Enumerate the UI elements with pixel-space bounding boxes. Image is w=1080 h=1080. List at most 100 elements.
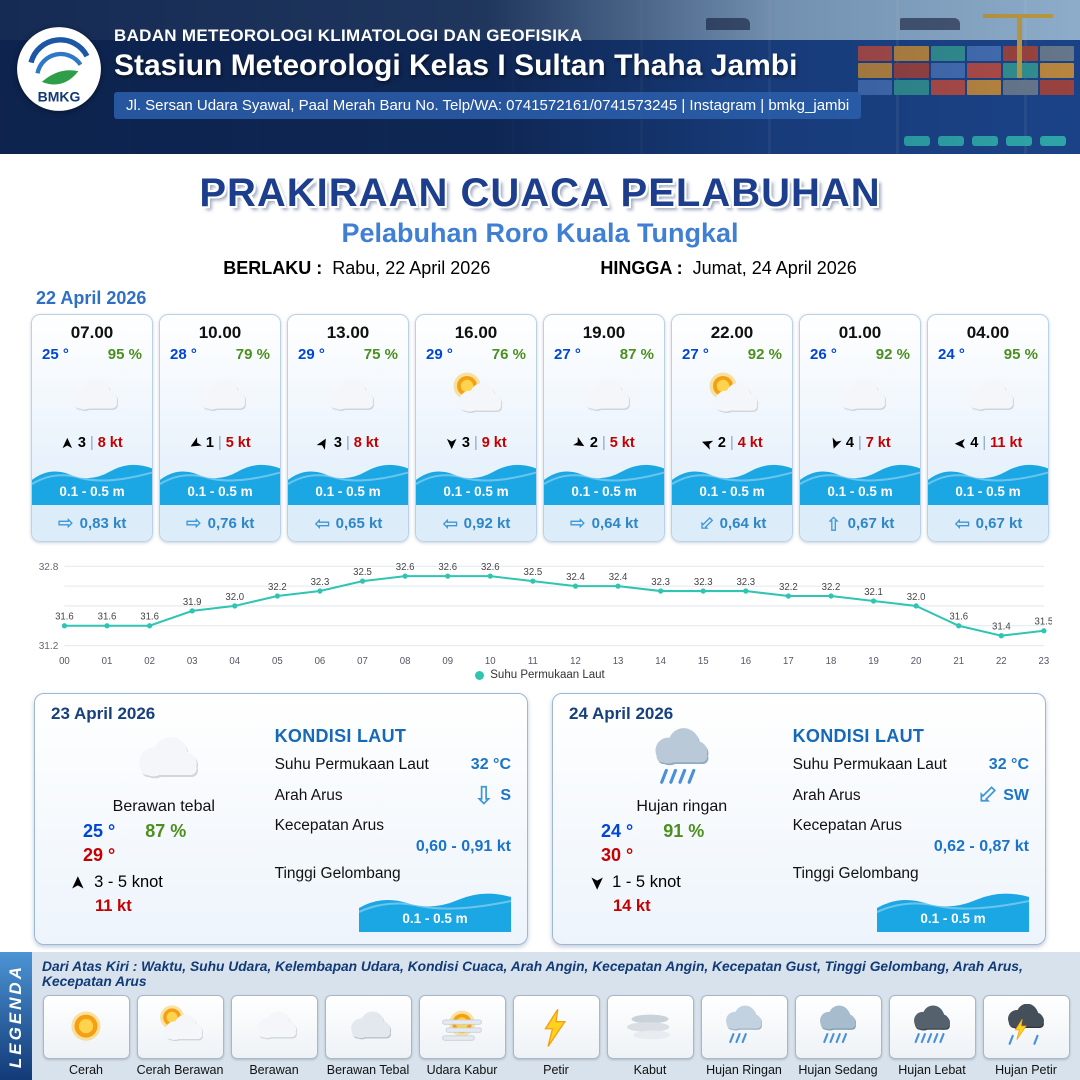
wave-height-band: 0.1 - 0.5 m — [416, 459, 536, 505]
wave-height: 0.1 - 0.5 m — [402, 911, 468, 926]
current-direction-icon: ⇨ — [441, 512, 458, 535]
legend-icon-box — [700, 995, 788, 1059]
svg-text:16: 16 — [740, 656, 751, 667]
card-humidity: 79 % — [235, 346, 270, 363]
wind-gust: 4 — [970, 435, 979, 451]
legend-item: Cerah Berawan — [136, 995, 224, 1077]
current-direction-icon: ⇨ — [185, 511, 202, 534]
legend-section: LEGENDA Dari Atas Kiri : Waktu, Suhu Uda… — [0, 952, 1080, 1080]
legend-label: Hujan Lebat — [898, 1063, 966, 1077]
lightning-icon — [544, 1008, 567, 1047]
legend-icon-box — [324, 995, 412, 1059]
legend-label: Cerah — [68, 1063, 104, 1077]
svg-text:32.3: 32.3 — [651, 577, 670, 588]
chart-legend-label: Suhu Permukaan Laut — [490, 669, 605, 681]
day-wind-range: 3 - 5 knot — [94, 873, 163, 891]
cloud-icon — [969, 379, 1014, 411]
card-current-row: ⇨ 0,83 kt — [32, 505, 152, 541]
card-wind-row: ➤ 3 | 8 kt — [32, 431, 152, 455]
wave-height-band: 0.1 - 0.5 m — [928, 459, 1048, 505]
legend-label: Kabut — [633, 1063, 667, 1077]
svg-text:31.9: 31.9 — [183, 597, 202, 608]
current-direction-icon: ⇨ — [822, 515, 845, 531]
valid-from-date: Rabu, 22 April 2026 — [332, 258, 491, 278]
wind-direction-icon: ➤ — [586, 874, 608, 891]
wave-height: 0.1 - 0.5 m — [571, 484, 637, 499]
svg-text:17: 17 — [783, 656, 794, 667]
card-temperature: 27 ° — [554, 346, 581, 363]
svg-text:32.2: 32.2 — [822, 582, 841, 593]
card-current-row: ⇨ 0,67 kt — [928, 505, 1048, 541]
card-temperature: 24 ° — [938, 346, 965, 363]
cloud-icon — [257, 1011, 297, 1040]
legend-label: Berawan — [249, 1063, 299, 1077]
day-weather-icon — [117, 726, 211, 796]
valid-to-date: Jumat, 24 April 2026 — [692, 258, 857, 278]
card-wind-row: ➤ 1 | 5 kt — [160, 431, 280, 455]
title-block: PRAKIRAAN CUACA PELABUHAN Pelabuhan Roro… — [0, 158, 1080, 279]
legend-icon-box — [512, 995, 600, 1059]
wind-speed: 5 kt — [609, 435, 635, 451]
hourly-card: 13.00 29 ° 75 % ➤ 3 | 8 kt 0.1 - 0.5 m ⇨… — [287, 314, 409, 542]
legend-item: Udara Kabur — [418, 995, 506, 1077]
cloud-icon — [73, 379, 118, 411]
svg-text:21: 21 — [953, 656, 964, 667]
svg-text:04: 04 — [229, 656, 240, 667]
svg-text:31.2: 31.2 — [39, 641, 59, 652]
legend-item: Cerah — [42, 995, 130, 1077]
current-direction-label: Arah Arus — [274, 786, 343, 804]
hourly-card: 01.00 26 ° 92 % ➤ 4 | 7 kt 0.1 - 0.5 m ⇨… — [799, 314, 921, 542]
svg-text:31.6: 31.6 — [140, 612, 159, 623]
legend-item: Hujan Ringan — [700, 995, 788, 1077]
divider: | — [729, 435, 734, 451]
svg-text:32.5: 32.5 — [524, 567, 543, 578]
svg-text:23: 23 — [1039, 656, 1050, 667]
svg-text:12: 12 — [570, 656, 581, 667]
svg-text:32.3: 32.3 — [311, 577, 330, 588]
legend-icon-box — [230, 995, 318, 1059]
card-time: 07.00 — [70, 323, 114, 342]
wave-height-band: 0.1 - 0.5 m — [800, 459, 920, 505]
wave-height-label: Tinggi Gelombang — [792, 865, 919, 882]
svg-text:15: 15 — [698, 656, 709, 667]
card-weather-icon — [416, 363, 536, 431]
day-wind-row: ➤ 1 - 5 knot — [586, 873, 781, 892]
wind-direction-icon: ➤ — [58, 436, 77, 450]
svg-text:32.3: 32.3 — [694, 577, 713, 588]
card-weather-icon — [800, 363, 920, 431]
current-direction-icon: ⇨ — [970, 777, 1006, 814]
legend-strip-label: LEGENDA — [6, 963, 25, 1069]
legend-item: Berawan Tebal — [324, 995, 412, 1077]
svg-text:32.4: 32.4 — [609, 572, 628, 583]
day-humidity: 91 % — [663, 821, 705, 841]
legend-main: Dari Atas Kiri : Waktu, Suhu Udara, Kele… — [32, 952, 1080, 1080]
current-direction-icon: ⇨ — [569, 511, 586, 534]
svg-text:31.5: 31.5 — [1035, 617, 1052, 628]
agency-name: BADAN METEOROLOGI KLIMATOLOGI DAN GEOFIS… — [114, 26, 583, 45]
legend-item: Hujan Sedang — [794, 995, 882, 1077]
divider: | — [345, 435, 350, 451]
legend-item: Kabut — [606, 995, 694, 1077]
valid-to-label: HINGGA : — [600, 258, 683, 278]
station-name: Stasiun Meteorologi Kelas I Sultan Thaha… — [114, 49, 798, 82]
sst-chart: 32.8 31.2 31.6 00 31.6 01 31.6 02 31.9 03 32.0 04 32… — [28, 552, 1054, 668]
current-direction-icon: ⇨ — [692, 509, 720, 537]
card-current-row: ⇨ 0,64 kt — [544, 505, 664, 541]
legend-item: Hujan Petir — [982, 995, 1070, 1077]
svg-text:32.3: 32.3 — [736, 577, 755, 588]
card-weather-icon — [672, 363, 792, 431]
day-card: 24 April 2026 Hujan ringan 24 ° 91 % 30 … — [552, 693, 1046, 945]
card-time: 01.00 — [838, 323, 882, 342]
card-humidity: 95 % — [1003, 346, 1038, 363]
card-wind-row: ➤ 4 | 11 kt — [928, 431, 1048, 455]
svg-text:32.2: 32.2 — [779, 582, 798, 593]
current-speed: 0,65 kt — [335, 514, 383, 532]
current-direction-icon: ⇨ — [470, 785, 500, 806]
cloud-icon — [585, 379, 630, 411]
card-humidity: 95 % — [107, 346, 142, 363]
header: BMKG BADAN METEOROLOGI KLIMATOLOGI DAN G… — [0, 0, 1080, 158]
wave-icon — [544, 464, 664, 505]
card-humidity: 87 % — [619, 346, 654, 363]
rain-icon — [655, 728, 709, 784]
bmkg-logo: BMKG — [17, 27, 101, 111]
